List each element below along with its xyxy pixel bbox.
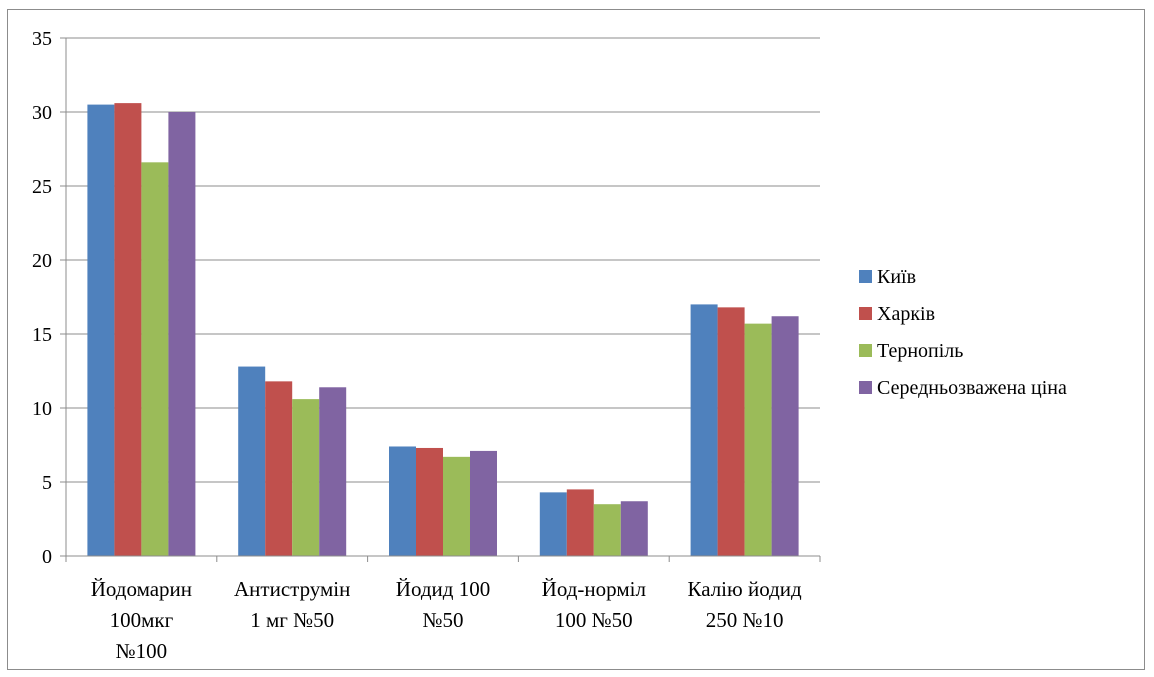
y-tick-label: 10 <box>32 398 52 420</box>
x-category-label: №100 <box>116 639 168 663</box>
bar-Харків-3 <box>566 489 594 556</box>
bar-Тернопіль-0 <box>141 162 169 556</box>
axes <box>60 37 821 562</box>
legend-label: Тернопіль <box>877 340 963 362</box>
bar-Харків-1 <box>265 381 293 556</box>
y-tick-labels: 0 5 10 15 20 25 30 35 <box>32 28 52 568</box>
x-category-label: 1 мг №50 <box>250 608 334 632</box>
x-category-label: 250 №10 <box>706 608 784 632</box>
bar-Середньозважена ціна-1 <box>319 387 347 556</box>
chart-frame <box>7 9 1145 670</box>
x-category-label: 100 №50 <box>555 608 633 632</box>
legend-swatch <box>859 307 872 320</box>
x-category-label: Йод-норміл <box>542 577 646 601</box>
y-tick-label: 5 <box>42 472 52 494</box>
legend-label: Харків <box>877 303 935 325</box>
bar-Київ-1 <box>238 366 266 556</box>
bar-Тернопіль-3 <box>593 504 621 556</box>
y-tick-label: 25 <box>32 176 52 198</box>
x-category-label: Йодид 100 <box>396 577 490 601</box>
y-tick-label: 15 <box>32 324 52 346</box>
x-category-label: 100мкг <box>110 608 174 632</box>
x-category-labels: Йодомарин 100мкг №100 Антиструмін 1 мг №50 Йо… <box>91 577 802 663</box>
bar-Тернопіль-1 <box>292 399 320 556</box>
bar-Середньозважена ціна-2 <box>470 450 497 556</box>
bar-Київ-0 <box>87 104 115 556</box>
bar-Харків-4 <box>717 307 745 556</box>
legend-swatch <box>859 381 872 394</box>
bar-Київ-4 <box>690 304 718 556</box>
bars <box>87 103 799 557</box>
y-tick-label: 20 <box>32 250 52 272</box>
legend-swatch <box>859 270 872 283</box>
y-tick-label: 30 <box>32 102 52 124</box>
bar-Тернопіль-2 <box>443 456 470 556</box>
bar-Середньозважена ціна-4 <box>771 316 799 556</box>
bar-Харків-2 <box>416 447 443 556</box>
bar-Середньозважена ціна-0 <box>168 112 196 556</box>
x-category-label: Йодомарин <box>91 577 192 601</box>
y-tick-label: 35 <box>32 28 52 50</box>
y-tick-label: 0 <box>42 546 52 568</box>
bar-Київ-3 <box>539 492 567 556</box>
legend-swatch <box>859 344 872 357</box>
x-category-label: №50 <box>422 608 463 632</box>
bar-Київ-2 <box>389 446 416 556</box>
legend-label: Середньозважена ціна <box>877 377 1067 399</box>
legend-label: Київ <box>877 266 916 288</box>
bar-Харків-0 <box>114 103 142 557</box>
legend: Київ Харків Тернопіль Середньозважена ціна <box>859 266 1067 399</box>
bar-Тернопіль-4 <box>744 323 772 556</box>
bar-Середньозважена ціна-3 <box>620 501 648 556</box>
x-category-label: Антиструмін <box>234 577 350 601</box>
x-category-label: Калію йодид <box>687 577 802 601</box>
